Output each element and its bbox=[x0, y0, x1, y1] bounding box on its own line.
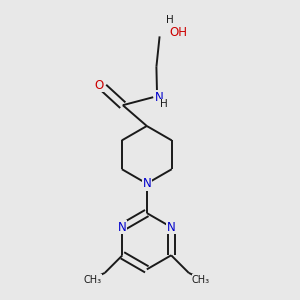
Text: H: H bbox=[166, 15, 174, 25]
Text: H: H bbox=[160, 99, 168, 109]
Text: N: N bbox=[142, 177, 151, 190]
Text: N: N bbox=[167, 220, 176, 234]
Text: OH: OH bbox=[169, 26, 187, 39]
Text: N: N bbox=[155, 91, 164, 104]
Text: O: O bbox=[94, 79, 104, 92]
Text: N: N bbox=[118, 220, 127, 234]
Text: CH₃: CH₃ bbox=[192, 275, 210, 285]
Text: CH₃: CH₃ bbox=[83, 275, 102, 285]
